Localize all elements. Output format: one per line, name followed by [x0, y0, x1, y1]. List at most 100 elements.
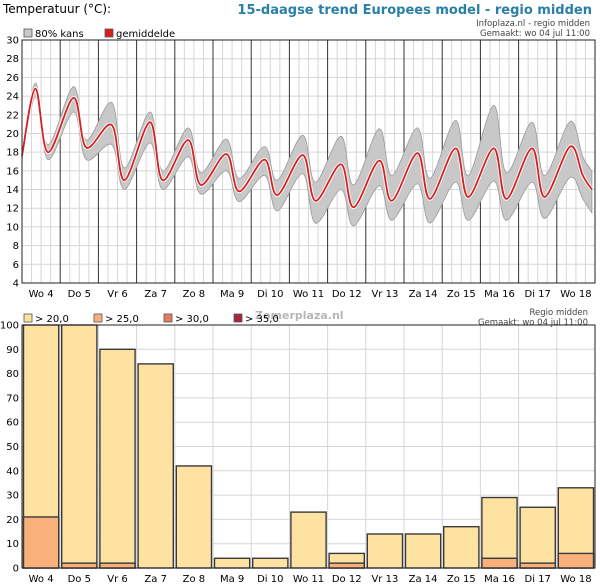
top-y-tick-label: 20 — [6, 129, 19, 140]
watermark: Zomerplaza.nl — [255, 309, 344, 322]
bar-gt20 — [519, 506, 556, 569]
band-80pct-area — [21, 82, 593, 227]
bottom-y-tick-label: 100 — [0, 321, 19, 332]
bottom-x-tick-label: Ma 16 — [484, 574, 515, 585]
top-x-tick-label: Zo 15 — [447, 289, 476, 300]
top-x-tick-label: Do 5 — [68, 289, 91, 300]
bar-gt25 — [99, 562, 136, 569]
bar-gt20 — [251, 557, 289, 569]
top-chart-legend: 80% kans gemiddelde — [23, 28, 175, 40]
bottom-x-tick-label: Wo 4 — [29, 574, 54, 585]
top-chart-line — [20, 86, 594, 210]
top-chart-band — [21, 82, 593, 227]
top-y-tick-label: 4 — [13, 279, 19, 290]
bar-gt25 — [328, 562, 366, 569]
top-x-tick-label: Za 7 — [144, 289, 167, 300]
bottom-y-tick-label: 20 — [6, 515, 19, 526]
top-y-tick-label: 22 — [6, 110, 19, 121]
bottom-x-tick-label: Zo 15 — [447, 574, 476, 585]
bottom-made-label: Gemaakt: wo 04 jul 11:00 — [478, 318, 588, 328]
legend-label-bar-gt30: > 30,0 — [175, 314, 209, 325]
bottom-y-tick-label: 50 — [6, 442, 19, 453]
bottom-x-tick-label: Di 10 — [257, 574, 283, 585]
mean-line — [21, 87, 593, 209]
bottom-chart-bars — [22, 324, 595, 569]
top-x-tick-label: Wo 18 — [560, 289, 591, 300]
top-x-tick-label: Wo 11 — [293, 289, 324, 300]
bottom-y-tick-label: 60 — [6, 418, 19, 429]
bar-gt25 — [22, 516, 60, 569]
bottom-x-tick-label: Do 12 — [332, 574, 362, 585]
source-label: Infoplaza.nl - regio midden — [476, 19, 590, 29]
bottom-plot-frame — [21, 324, 596, 569]
bottom-x-tick-label: Ma 9 — [220, 574, 244, 585]
bottom-y-tick-label: 0 — [13, 564, 19, 575]
bar-gt20 — [481, 496, 518, 569]
top-x-tick-label: Ma 9 — [220, 289, 244, 300]
top-x-tick-label: Do 12 — [332, 289, 362, 300]
bottom-x-tick-label: Do 5 — [68, 574, 91, 585]
top-x-tick-label: Di 17 — [525, 289, 551, 300]
top-y-tick-label: 6 — [13, 260, 19, 271]
top-x-tick-label: Ma 16 — [484, 289, 515, 300]
bar-gt20 — [404, 533, 442, 569]
bottom-y-tick-label: 70 — [6, 393, 19, 404]
legend-label-mean: gemiddelde — [116, 29, 175, 40]
top-x-tick-label: Vr 6 — [107, 289, 128, 300]
legend-label-bar-gt35: > 35,0 — [245, 314, 279, 325]
top-x-tick-label: Wo 4 — [29, 289, 54, 300]
legend-label-bar-gt25: > 25,0 — [105, 314, 139, 325]
chart-title: 15-daagse trend Europees model - regio m… — [237, 3, 592, 18]
bar-gt20 — [443, 525, 480, 569]
legend-swatch-bar-gt35 — [233, 313, 243, 323]
bar-gt25 — [481, 557, 518, 569]
bar-gt20 — [175, 465, 213, 569]
bottom-y-tick-label: 30 — [6, 491, 19, 502]
top-chart-axes: 4 6 8 10 12 14 16 18 20 22 24 26 28 30 Wo 4 Do 5 Vr 6 Za … — [6, 36, 596, 300]
top-y-tick-label: 28 — [6, 54, 19, 65]
top-y-tick-label: 26 — [6, 73, 19, 84]
bottom-x-tick-label: Wo 11 — [293, 574, 324, 585]
legend-label-band: 80% kans — [35, 29, 84, 40]
top-x-tick-label: Zo 8 — [183, 289, 206, 300]
bar-gt25 — [61, 562, 98, 569]
bar-gt20 — [137, 363, 175, 569]
bottom-y-tick-label: 40 — [6, 466, 19, 477]
top-x-tick-label: Di 10 — [257, 289, 283, 300]
legend-swatch-bar-gt30 — [163, 313, 173, 323]
bottom-y-tick-label: 80 — [6, 369, 19, 380]
top-y-tick-label: 18 — [6, 148, 19, 159]
bottom-x-tick-label: Za 14 — [409, 574, 438, 585]
bottom-x-tick-label: Zo 8 — [183, 574, 206, 585]
bar-gt20 — [213, 557, 251, 569]
bottom-chart-axes: 0 10 20 30 40 50 60 70 80 90 100 Wo 4 Do 5 Vr 6 Za 7 Zo… — [0, 321, 596, 585]
made-label: Gemaakt: wo 04 jul 11:00 — [480, 29, 590, 39]
legend-swatch-mean — [104, 28, 114, 38]
legend-label-bar-gt20: > 20,0 — [35, 314, 69, 325]
bottom-x-tick-label: Vr 6 — [107, 574, 128, 585]
top-x-tick-label: Za 14 — [409, 289, 438, 300]
bar-gt20 — [99, 348, 136, 569]
bottom-x-tick-label: Wo 18 — [560, 574, 591, 585]
top-y-tick-label: 8 — [13, 241, 19, 252]
bottom-x-tick-label: Di 17 — [525, 574, 551, 585]
legend-swatch-bar-gt25 — [93, 313, 103, 323]
bottom-y-tick-label: 90 — [6, 345, 19, 356]
top-plot-frame — [21, 39, 596, 284]
bottom-x-tick-label: Vr 13 — [371, 574, 398, 585]
bottom-chart-legend: > 20,0 > 25,0 > 30,0 > 35,0 — [23, 313, 279, 325]
top-y-tick-label: 30 — [6, 36, 19, 47]
y-axis-title: Temperatuur (°C): — [2, 2, 111, 16]
bar-gt20 — [290, 511, 327, 569]
legend-swatch-bar-gt20 — [23, 313, 33, 323]
top-y-tick-label: 16 — [6, 166, 19, 177]
bar-gt20 — [61, 324, 98, 569]
bottom-y-tick-label: 10 — [6, 539, 19, 550]
top-x-tick-label: Vr 13 — [371, 289, 398, 300]
bar-gt25 — [557, 552, 595, 569]
top-y-tick-label: 10 — [6, 222, 19, 233]
top-y-tick-label: 14 — [6, 185, 19, 196]
bar-gt20 — [366, 533, 404, 569]
bottom-source-label: Regio midden — [530, 308, 588, 318]
